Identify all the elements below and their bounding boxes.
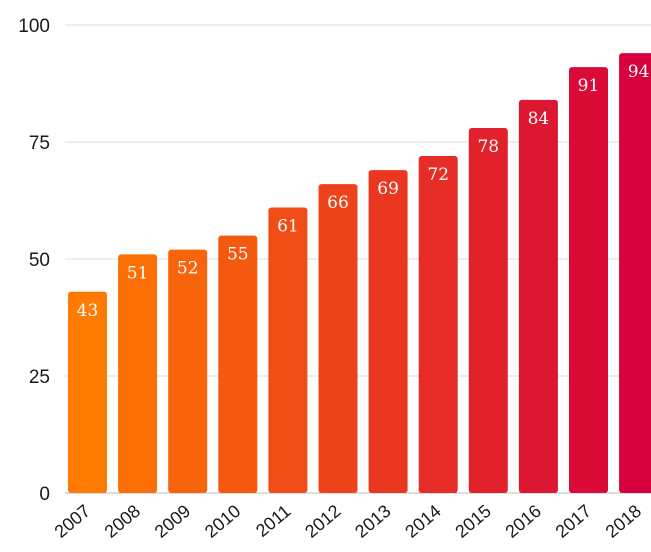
data-label-2012: 66 xyxy=(327,193,349,213)
data-labels: 43 51 52 55 61 66 69 72 78 84 91 94 xyxy=(77,62,650,321)
bar-2017 xyxy=(569,67,608,494)
y-axis-ticks: 0 25 50 75 100 xyxy=(18,16,50,505)
x-tick-label-2014: 2014 xyxy=(401,501,445,542)
x-tick-label-2018: 2018 xyxy=(602,501,646,542)
data-label-2013: 69 xyxy=(377,179,399,199)
data-label-2007: 43 xyxy=(77,301,99,321)
x-tick-label-2009: 2009 xyxy=(151,501,195,542)
bars xyxy=(68,53,651,494)
data-label-2018: 94 xyxy=(628,62,650,82)
x-tick-label-2007: 2007 xyxy=(51,501,95,542)
data-label-2008: 51 xyxy=(127,263,149,283)
data-label-2014: 72 xyxy=(427,165,449,185)
data-label-2017: 91 xyxy=(578,76,600,96)
y-tick-label: 50 xyxy=(29,250,50,271)
bar-2007 xyxy=(68,291,107,493)
data-label-2015: 78 xyxy=(477,137,499,157)
y-tick-label: 75 xyxy=(29,133,50,154)
x-tick-label-2010: 2010 xyxy=(201,501,245,542)
x-tick-label-2008: 2008 xyxy=(101,501,145,542)
bar-2009 xyxy=(168,249,208,493)
x-axis-ticks: 2007 2008 2009 2010 2011 2012 2013 2014 2015 2016… xyxy=(51,501,646,542)
y-tick-label: 100 xyxy=(18,16,50,37)
y-tick-label: 25 xyxy=(29,367,50,388)
data-label-2011: 61 xyxy=(277,217,299,237)
x-tick-label-2011: 2011 xyxy=(252,501,295,541)
x-tick-label-2017: 2017 xyxy=(552,501,596,542)
bar-2010 xyxy=(218,235,258,493)
bar-2012 xyxy=(318,184,358,493)
data-label-2010: 55 xyxy=(227,245,249,265)
x-tick-label-2015: 2015 xyxy=(451,501,495,542)
bar-2015 xyxy=(468,127,508,494)
bar-2011 xyxy=(268,207,308,493)
data-label-2009: 52 xyxy=(177,259,199,279)
x-tick-label-2013: 2013 xyxy=(351,501,395,542)
bar-2016 xyxy=(518,99,558,493)
x-tick-label-2016: 2016 xyxy=(501,501,545,542)
bar-2013 xyxy=(368,170,408,493)
y-tick-label: 0 xyxy=(39,484,50,505)
data-label-2016: 84 xyxy=(528,109,550,129)
bar-2018 xyxy=(619,53,651,493)
bar-2008 xyxy=(118,254,158,493)
x-tick-label-2012: 2012 xyxy=(301,501,345,542)
bar-2014 xyxy=(418,156,458,494)
